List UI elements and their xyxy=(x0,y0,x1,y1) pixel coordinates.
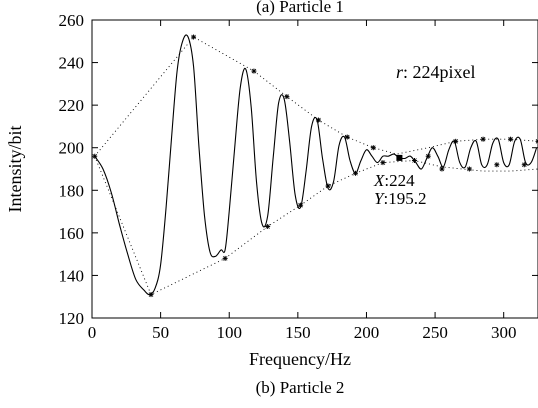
x-axis-label: Frequency/Hz xyxy=(249,349,351,369)
peak-marker xyxy=(411,157,417,163)
y-tick-label: 140 xyxy=(59,266,85,285)
peak-marker xyxy=(480,136,486,142)
series-intensity-line xyxy=(94,34,538,296)
peak-marker xyxy=(251,68,257,74)
datatip-x: X:224 xyxy=(373,171,415,190)
peak-marker xyxy=(352,170,358,176)
peak-marker xyxy=(315,117,321,123)
plot-frame xyxy=(91,19,538,319)
radius-label: r: 224pixel xyxy=(396,62,476,82)
datatip-marker[interactable] xyxy=(396,154,403,161)
y-tick-label: 120 xyxy=(59,309,85,328)
x-tick-label: 250 xyxy=(422,323,448,342)
peak-marker xyxy=(284,94,290,100)
y-axis-label: Intensity/bit xyxy=(5,126,25,213)
peak-marker xyxy=(92,153,98,159)
y-tick-label: 180 xyxy=(59,181,85,200)
top-caption: (a) Particle 1 xyxy=(256,0,344,16)
peak-marker xyxy=(535,138,538,144)
y-tick-label: 260 xyxy=(59,11,85,30)
x-tick-label: 200 xyxy=(354,323,380,342)
radius-value: : 224pixel xyxy=(403,62,476,82)
x-tick-label: 100 xyxy=(216,323,242,342)
x-tick-label: 150 xyxy=(285,323,311,342)
peak-marker xyxy=(521,162,527,168)
peak-marker xyxy=(325,183,331,189)
peak-marker xyxy=(148,292,154,298)
upper-envelope-line xyxy=(94,36,538,157)
datatip-y: Y:195.2 xyxy=(374,189,426,208)
datatip-x-label: X xyxy=(373,171,385,190)
peak-marker xyxy=(380,160,386,166)
plot-area: 0 50 100 150 200 250 300 120 140 160 180 200 220 240 2… xyxy=(59,11,538,342)
peak-marker xyxy=(298,202,304,208)
peak-marker xyxy=(439,166,445,172)
y-tick-label: 160 xyxy=(59,224,85,243)
datatip-x-value: :224 xyxy=(384,171,415,190)
x-tick-label: 0 xyxy=(88,323,97,342)
radius-variable: r xyxy=(396,62,404,82)
x-tick-label: 50 xyxy=(152,323,169,342)
peak-marker xyxy=(466,166,472,172)
lower-envelope-line xyxy=(94,156,538,296)
y-tick-label: 240 xyxy=(59,54,85,73)
peak-marker xyxy=(222,255,228,261)
datatip-y-value: :195.2 xyxy=(383,189,426,208)
datatip-y-label: Y xyxy=(374,189,385,208)
bottom-caption: (b) Particle 2 xyxy=(256,378,345,397)
peak-marker xyxy=(344,134,350,140)
peak-marker xyxy=(370,145,376,151)
peak-marker xyxy=(425,153,431,159)
peak-marker xyxy=(265,223,271,229)
peak-marker xyxy=(508,136,514,142)
peak-marker xyxy=(191,34,197,40)
y-tick-label: 200 xyxy=(59,139,85,158)
y-tick-label: 220 xyxy=(59,96,85,115)
tick-layer: 0 50 100 150 200 250 300 120 140 160 180 200 220 240 2… xyxy=(59,11,538,342)
peak-marker xyxy=(494,162,500,168)
peak-marker xyxy=(453,138,459,144)
x-tick-label: 300 xyxy=(491,323,517,342)
